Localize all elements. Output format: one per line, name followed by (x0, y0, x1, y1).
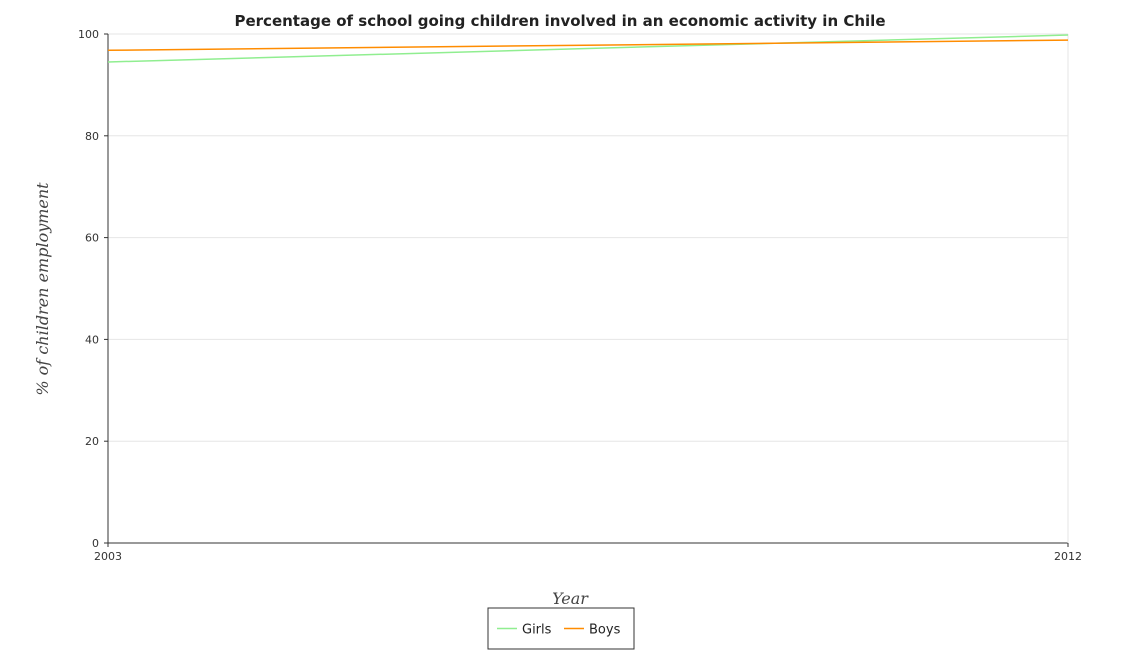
x-tick-label: 2003 (94, 550, 122, 563)
chart-title: Percentage of school going children invo… (234, 12, 885, 30)
series-line-boys (107, 39, 1069, 52)
y-axis-label: % of children employment (33, 182, 52, 396)
y-tick-label: 60 (85, 232, 99, 245)
legend-label-girls: Girls (522, 623, 552, 638)
x-axis-label: Year (552, 589, 589, 608)
y-axis-ticks: 0 20 40 60 80 100 (78, 28, 108, 550)
legend-label-boys: Boys (589, 623, 621, 638)
x-axis-ticks: 2003 2012 (94, 543, 1082, 563)
y-tick-label: 0 (92, 537, 99, 550)
y-tick-label: 100 (78, 28, 99, 41)
legend: Girls Boys (487, 607, 635, 650)
y-tick-label: 20 (85, 435, 99, 448)
y-tick-label: 80 (85, 130, 99, 143)
plot-frame (107, 34, 1069, 544)
series-line-girls (107, 34, 1069, 63)
series-lines (107, 34, 1069, 63)
y-tick-label: 40 (85, 333, 99, 346)
x-tick-label: 2012 (1054, 550, 1082, 563)
grid (107, 33, 1069, 544)
